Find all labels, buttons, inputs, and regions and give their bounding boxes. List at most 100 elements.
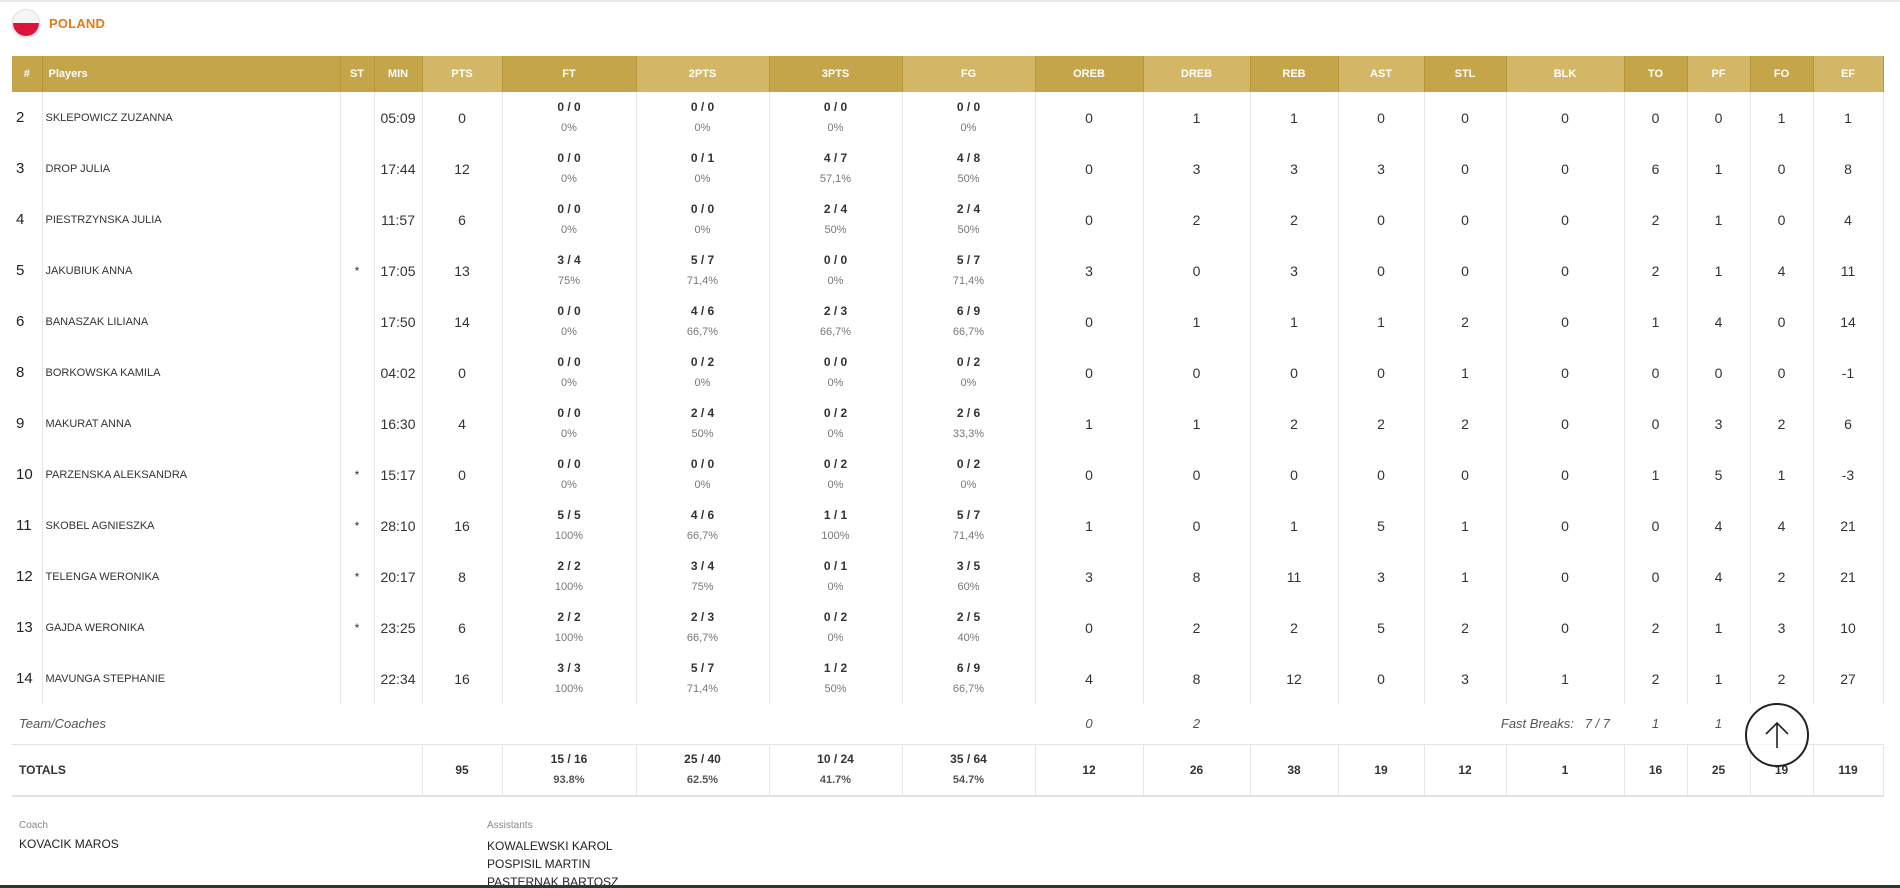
player-name[interactable]: PARZENSKA ALEKSANDRA [42,449,341,500]
player-oreb: 0 [1035,296,1144,347]
col-2pts[interactable]: 2PTS [636,56,770,92]
player-to: 2 [1624,194,1688,245]
player-to: 0 [1624,347,1688,398]
player-pf: 4 [1687,551,1751,602]
totals-2pts: 25 / 40 [684,752,721,767]
boxscore-table: # Players ST MIN PTS FT 2PTS 3PTS FG ORE… [12,56,1884,797]
player-3pts-pct: 0% [827,275,844,287]
player-blk: 0 [1506,296,1625,347]
col-stl[interactable]: STL [1424,56,1507,92]
player-ft: 2 / 2 100% [502,551,637,602]
player-stl: 0 [1424,143,1507,194]
player-ef: 10 [1813,602,1884,653]
col-players[interactable]: Players [42,56,341,92]
player-fg: 5 / 7 71,4% [902,245,1036,296]
player-number: 3 [12,143,43,194]
player-fg-made-att: 5 / 7 [956,508,981,522]
player-fg-pct: 0% [960,122,977,134]
player-name[interactable]: TELENGA WERONIKA [42,551,341,602]
poland-flag-icon [12,9,40,37]
col-blk[interactable]: BLK [1506,56,1625,92]
assistant-name: KOWALEWSKI KAROL [487,839,613,853]
player-3pts: 0 / 2 0% [769,602,903,653]
player-2pts: 0 / 0 0% [636,92,770,143]
col-to[interactable]: TO [1624,56,1688,92]
player-3pts-made-att: 2 / 3 [823,304,848,318]
col-ef[interactable]: EF [1813,56,1884,92]
player-stl: 0 [1424,92,1507,143]
player-name[interactable]: MAVUNGA STEPHANIE [42,653,341,704]
player-3pts-pct: 100% [821,530,850,542]
player-fo: 0 [1750,194,1814,245]
player-ft-made-att: 3 / 3 [557,661,581,675]
player-name[interactable]: DROP JULIA [42,143,341,194]
player-3pts-pct: 0% [827,479,844,491]
col-ast[interactable]: AST [1338,56,1425,92]
starter-marker [340,398,375,449]
player-reb: 3 [1250,245,1339,296]
player-name[interactable]: JAKUBIUK ANNA [42,245,341,296]
player-3pts: 4 / 7 57,1% [769,143,903,194]
player-ast: 0 [1338,653,1425,704]
player-name[interactable]: SKLEPOWICZ ZUZANNA [42,92,341,143]
player-ft-pct: 75% [557,275,581,287]
player-stl: 2 [1424,602,1507,653]
totals-2pts-pct: 62.5% [686,774,719,787]
player-2pts-made-att: 3 / 4 [690,559,715,573]
player-ast: 0 [1338,194,1425,245]
scroll-to-top-button[interactable] [1745,703,1809,767]
player-2pts: 0 / 1 0% [636,143,770,194]
player-dreb: 0 [1143,347,1251,398]
totals-fg: 35 / 64 [950,752,987,767]
col-st[interactable]: ST [340,56,375,92]
totals-ef: 119 [1813,743,1884,797]
player-2pts: 0 / 0 0% [636,449,770,500]
col-reb[interactable]: REB [1250,56,1339,92]
col-dreb[interactable]: DREB [1143,56,1251,92]
player-pts: 13 [422,245,503,296]
player-2pts-made-att: 0 / 1 [690,151,715,165]
player-name[interactable]: SKOBEL AGNIESZKA [42,500,341,551]
player-min: 04:02 [374,347,423,398]
col-pf[interactable]: PF [1687,56,1751,92]
col-min[interactable]: MIN [374,56,423,92]
player-ft: 2 / 2 100% [502,602,637,653]
player-dreb: 0 [1143,449,1251,500]
totals-ft-pct: 93.8% [553,774,585,787]
player-reb: 2 [1250,398,1339,449]
player-ft-pct: 0% [561,326,577,338]
player-name[interactable]: BORKOWSKA KAMILA [42,347,341,398]
player-number: 10 [12,449,43,500]
starter-marker: * [340,551,375,602]
fast-breaks-label: Fast Breaks: [1500,716,1574,732]
col-num[interactable]: # [12,56,43,92]
player-2pts-pct: 71,4% [686,683,719,695]
col-oreb[interactable]: OREB [1035,56,1144,92]
player-ast: 2 [1338,398,1425,449]
player-name[interactable]: GAJDA WERONIKA [42,602,341,653]
player-3pts-made-att: 0 / 0 [823,100,848,114]
col-3pts[interactable]: 3PTS [769,56,903,92]
col-pts[interactable]: PTS [422,56,503,92]
player-ft-pct: 0% [561,479,577,491]
player-dreb: 2 [1143,602,1251,653]
player-pts: 0 [422,92,503,143]
player-ft: 0 / 0 0% [502,143,637,194]
player-min: 20:17 [374,551,423,602]
player-fg: 0 / 2 0% [902,347,1036,398]
col-fo[interactable]: FO [1750,56,1814,92]
player-min: 05:09 [374,92,423,143]
col-fg[interactable]: FG [902,56,1036,92]
player-2pts-made-att: 4 / 6 [690,508,715,522]
player-name[interactable]: MAKURAT ANNA [42,398,341,449]
player-name[interactable]: BANASZAK LILIANA [42,296,341,347]
col-ft[interactable]: FT [502,56,637,92]
player-2pts: 4 / 6 66,7% [636,296,770,347]
player-fo: 0 [1750,143,1814,194]
player-stl: 0 [1424,194,1507,245]
player-reb: 1 [1250,500,1339,551]
player-fo: 0 [1750,296,1814,347]
player-name[interactable]: PIESTRZYNSKA JULIA [42,194,341,245]
player-fg-made-att: 2 / 6 [956,406,981,420]
